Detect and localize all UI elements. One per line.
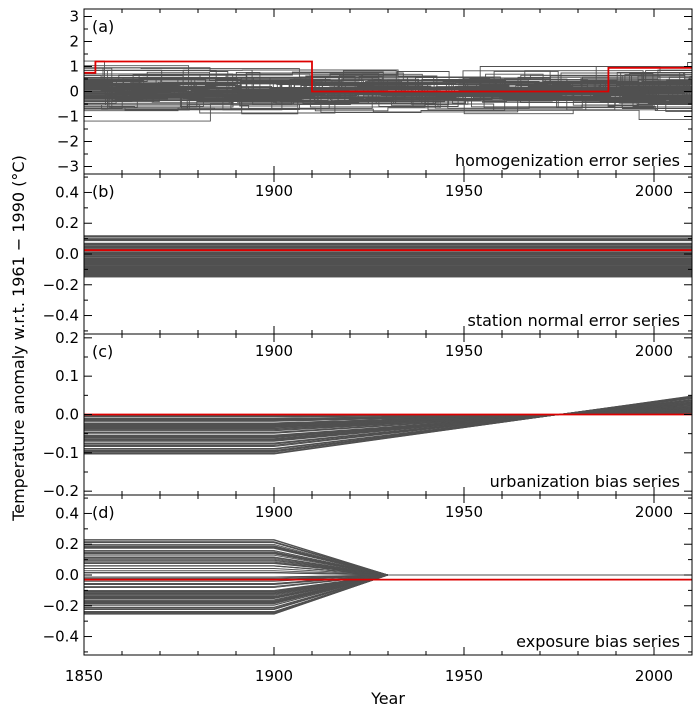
panel-ensemble bbox=[84, 395, 692, 455]
panel-c: −0.2 −0.1 0.0 0.1 0.2 1900 1950 2000 (c) urbaniza… bbox=[43, 329, 693, 500]
panel-b: −0.4 −0.2 0.0 0.2 0.4 1900 1950 2000 (b) station … bbox=[43, 173, 693, 335]
x-tick-label: 2000 bbox=[635, 667, 673, 685]
panels: −3 −2 −1 0 1 2 3 (a) homogenization error series… bbox=[43, 8, 693, 685]
y-tick-label: 0.4 bbox=[55, 504, 79, 522]
x-tick-label-inner: 1950 bbox=[445, 182, 483, 200]
y-axis-label: Temperature anomaly w.r.t. 1961 − 1990 (… bbox=[9, 155, 28, 522]
y-tick-label: 0.1 bbox=[55, 367, 79, 385]
ensemble-line bbox=[84, 69, 692, 98]
panel-caption: exposure bias series bbox=[516, 632, 680, 651]
x-tick-label-inner: 2000 bbox=[635, 182, 673, 200]
y-tick-label: 0.0 bbox=[55, 245, 79, 263]
ensemble-line bbox=[84, 552, 692, 576]
x-tick-label: 1900 bbox=[255, 667, 293, 685]
y-tick-label: −0.2 bbox=[43, 482, 79, 500]
y-tick-label: −0.2 bbox=[43, 276, 79, 294]
y-tick-label: 2 bbox=[69, 33, 79, 51]
panel-a: −3 −2 −1 0 1 2 3 (a) homogenization error series bbox=[57, 8, 693, 176]
ensemble-line bbox=[84, 76, 692, 109]
y-tick-label: −0.4 bbox=[43, 307, 79, 325]
ensemble-line bbox=[84, 71, 692, 103]
x-tick-label: 1850 bbox=[65, 667, 103, 685]
y-tick-label: 0.4 bbox=[55, 183, 79, 201]
panel-caption: urbanization bias series bbox=[490, 472, 680, 491]
y-tick-label: −0.1 bbox=[43, 444, 79, 462]
x-tick-label-inner: 1900 bbox=[255, 182, 293, 200]
ensemble-line bbox=[84, 82, 692, 109]
x-tick-label-inner: 1950 bbox=[445, 503, 483, 521]
y-tick-label: 0 bbox=[69, 83, 79, 101]
x-tick-label-inner: 2000 bbox=[635, 503, 673, 521]
y-tick-label: −2 bbox=[57, 133, 79, 151]
x-tick-label: 1950 bbox=[445, 667, 483, 685]
panel-label: (a) bbox=[92, 17, 114, 36]
y-tick-label: 0.2 bbox=[55, 535, 79, 553]
y-tick-label: 0.0 bbox=[55, 566, 79, 584]
ensemble-line bbox=[84, 81, 692, 102]
panel-frame bbox=[83, 173, 693, 335]
panel-ensemble bbox=[84, 235, 692, 278]
y-tick-label: −3 bbox=[57, 158, 79, 176]
ensemble-line bbox=[84, 88, 692, 107]
ensemble-line bbox=[84, 73, 692, 98]
y-tick-label: 1 bbox=[69, 58, 79, 76]
x-tick-label-inner: 1900 bbox=[255, 342, 293, 360]
y-tick-label: −1 bbox=[57, 108, 79, 126]
panel-ensemble bbox=[84, 539, 692, 615]
x-tick-label-inner: 1950 bbox=[445, 342, 483, 360]
ensemble-line bbox=[84, 80, 692, 102]
ensemble-line bbox=[84, 81, 692, 105]
ensemble-line bbox=[84, 574, 692, 594]
y-tick-label: 0.0 bbox=[55, 406, 79, 424]
ensemble-line bbox=[84, 79, 692, 95]
panel-label: (d) bbox=[92, 503, 115, 522]
x-axis-label: Year bbox=[370, 689, 405, 708]
ensemble-line bbox=[84, 76, 692, 108]
panel-caption: station normal error series bbox=[468, 311, 681, 330]
y-tick-label: 3 bbox=[69, 8, 79, 26]
x-tick-label-inner: 2000 bbox=[635, 342, 673, 360]
y-tick-label: −0.2 bbox=[43, 597, 79, 615]
highlight-line bbox=[84, 60, 692, 93]
y-tick-label: −0.4 bbox=[43, 628, 79, 646]
x-tick-label-inner: 1900 bbox=[255, 503, 293, 521]
panel-label: (b) bbox=[92, 182, 115, 201]
panel-label: (c) bbox=[92, 342, 113, 361]
panel-d: −0.4 −0.2 0.0 0.2 0.4 1900 1950 2000 (d) exposure… bbox=[43, 494, 693, 656]
panel-ensemble bbox=[84, 60, 692, 122]
y-tick-label: 0.2 bbox=[55, 214, 79, 232]
panel-caption: homogenization error series bbox=[455, 151, 680, 170]
ensemble-line bbox=[84, 568, 692, 576]
y-tick-label: 0.2 bbox=[55, 329, 79, 347]
